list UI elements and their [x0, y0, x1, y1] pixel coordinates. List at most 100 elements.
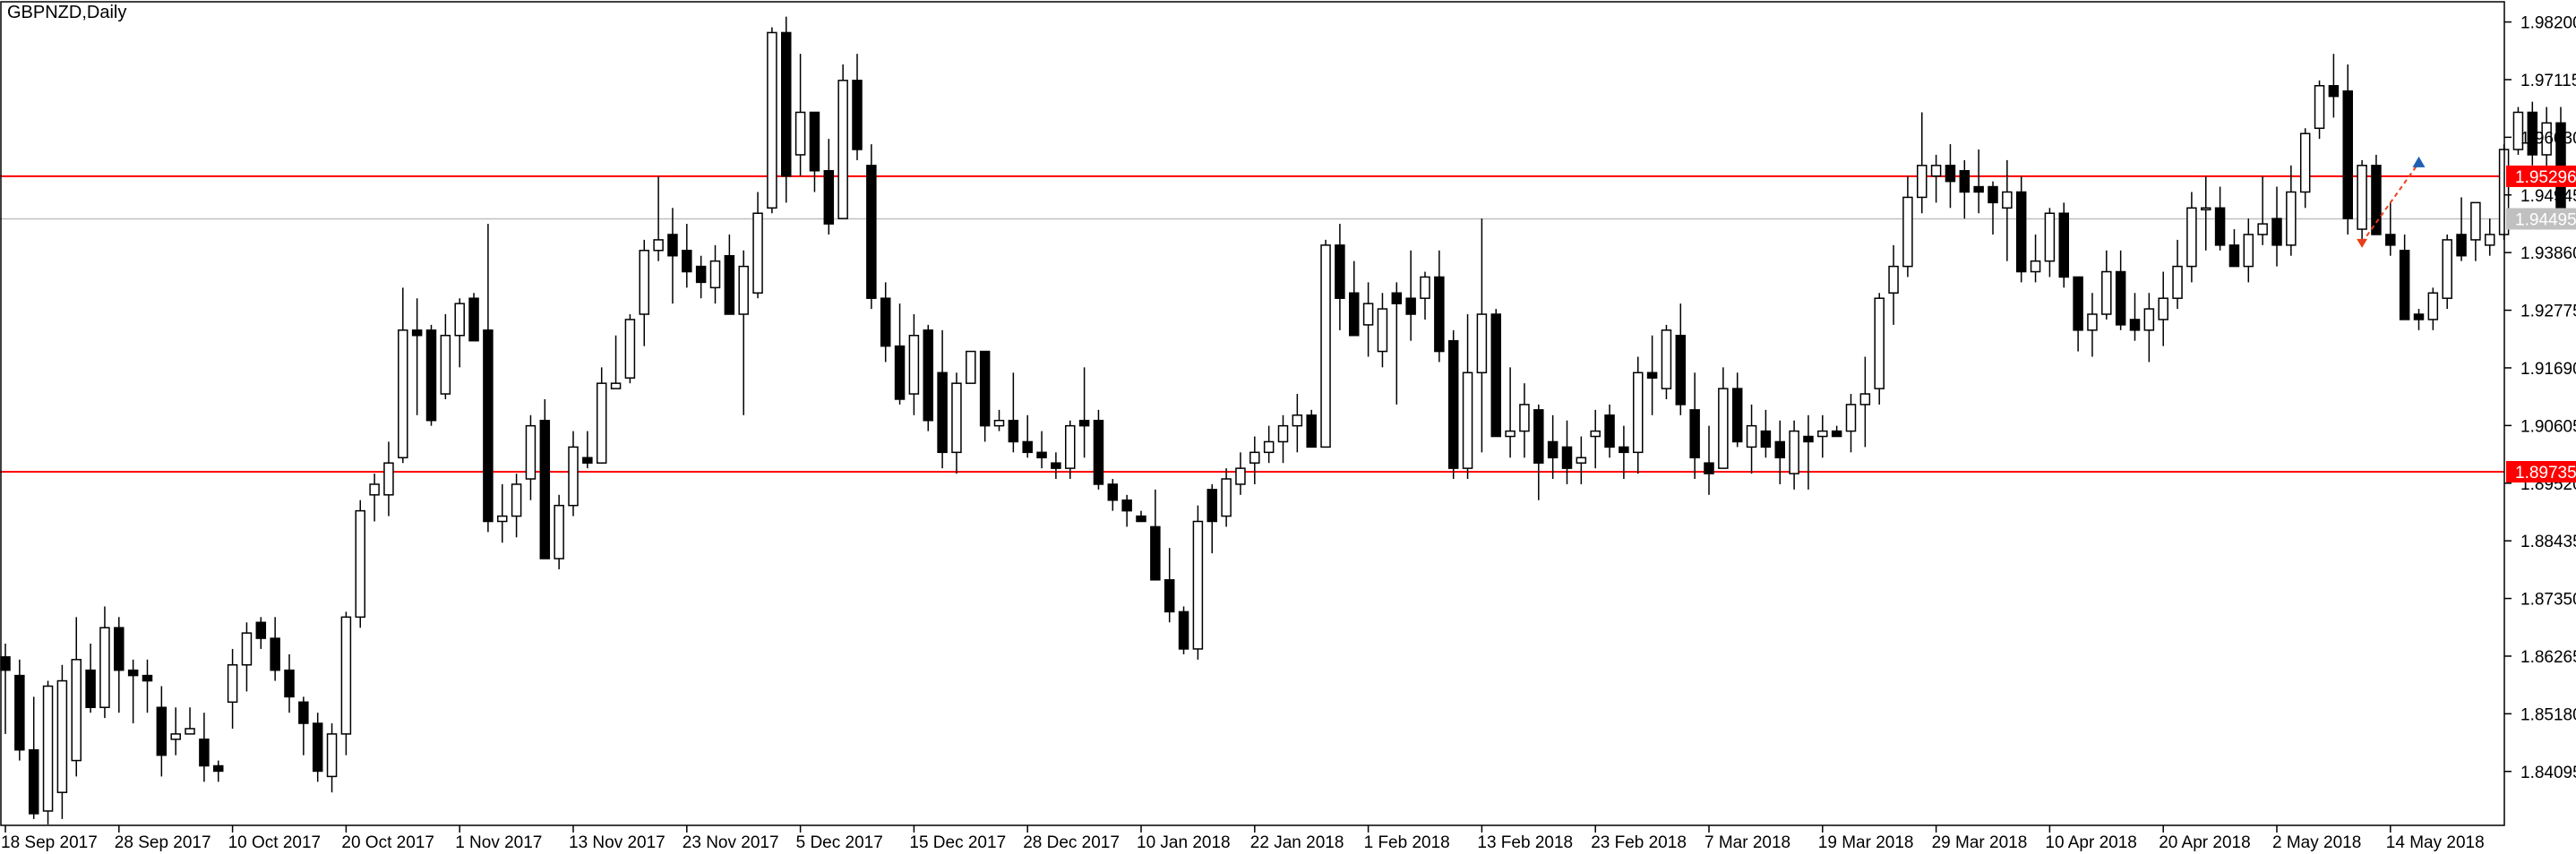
candle-body-bull [440, 334, 451, 395]
candle [951, 372, 962, 474]
candle-body-bull [1902, 196, 1913, 268]
candle-body-bear [1121, 499, 1132, 512]
candle-body-bull [2002, 191, 2013, 209]
time-axis: 18 Sep 2017 28 Sep 2017 10 Oct 2017 20 Oct … [1, 825, 2485, 852]
time-tick-label: 10 Jan 2018 [1137, 833, 1231, 852]
candle [738, 250, 749, 415]
candle-body-bear [1306, 414, 1317, 448]
candle-body-bear [894, 345, 906, 400]
candle [1945, 144, 1956, 209]
candle [880, 282, 891, 363]
candle-body-bear [937, 371, 948, 454]
candle-body-bull [2243, 234, 2254, 268]
time-tick-label: 10 Oct 2017 [228, 833, 322, 852]
candle [539, 398, 551, 559]
candle [1661, 324, 1672, 399]
candle-body-bear [1831, 430, 1842, 438]
candle-body-bull [1505, 430, 1516, 438]
level-price-tag [2506, 460, 2576, 483]
candle [1490, 309, 1501, 438]
candle [1249, 436, 1260, 484]
candle-body-bull [2172, 265, 2183, 299]
price-axis: 1.98200 1.97115 1.96030 1.94945 1.93860 1.927… [2504, 14, 2576, 782]
candle-body-bear [2228, 244, 2240, 268]
candle-body-bull [2158, 297, 2168, 320]
candle [440, 314, 451, 399]
candle-body-bear [852, 80, 863, 150]
candle [2201, 175, 2211, 251]
candle-body-bull [993, 419, 1005, 427]
candle [1136, 510, 1146, 523]
candle [411, 298, 423, 415]
candle-body-bull [2299, 132, 2311, 193]
time-tick-label: 10 Apr 2018 [2045, 833, 2136, 852]
candle-body-bear [1447, 339, 1459, 469]
candle [1263, 425, 1275, 464]
candle-body-bull [1362, 303, 1374, 326]
candle-body-bear [2115, 270, 2126, 326]
buy-arrow-icon [2412, 156, 2426, 167]
candle [2427, 287, 2439, 330]
candle-body-bear [695, 265, 707, 284]
candle [682, 224, 692, 288]
candle [695, 255, 707, 299]
candle [2470, 201, 2481, 261]
candle-body-bull [1462, 371, 1473, 469]
candle [1902, 175, 1913, 278]
candle-body-bull [1917, 165, 1928, 199]
candle [398, 287, 408, 464]
candle-body-bull [340, 616, 352, 735]
candle [42, 680, 54, 824]
candle [1462, 314, 1473, 480]
candle-body-bear [809, 111, 820, 172]
time-tick-label: 13 Nov 2017 [569, 833, 665, 852]
candle-body-bull [596, 382, 607, 464]
candle-body-bull [2044, 212, 2056, 262]
candle-body-bear [1107, 483, 1119, 501]
candle [2073, 276, 2083, 352]
candle-body-bear [1731, 388, 1743, 443]
candle-body-bear [2271, 218, 2282, 246]
candle-body-bear [483, 329, 494, 523]
time-tick-label: 29 Mar 2018 [1932, 833, 2028, 852]
trade-connector-line [2361, 162, 2420, 243]
candle [1093, 409, 1104, 490]
candle-body-bull [767, 31, 777, 209]
candle [979, 350, 991, 442]
candle-body-bear [312, 722, 323, 773]
price-tag-label: 1.94495 [2515, 210, 2576, 229]
candle-body-bear [1405, 297, 1416, 315]
candle-body-bear [2328, 85, 2340, 98]
candle-body-bull [709, 260, 721, 289]
candle-body-bear [823, 169, 835, 225]
candle [2541, 107, 2552, 176]
candle-body-bear [1136, 515, 1146, 523]
candle-body-bear [682, 250, 692, 273]
candle [894, 303, 906, 405]
candle [1731, 372, 1743, 448]
candle-body-bear [2342, 90, 2353, 219]
time-tick-label: 2 May 2018 [2272, 833, 2361, 852]
candle [667, 208, 678, 304]
candle-body-bear [1206, 489, 1217, 523]
chart-frame [0, 1, 2505, 826]
candle [1405, 250, 1416, 341]
bid-price-tag [2506, 208, 2576, 230]
candle-body-bull [383, 462, 394, 496]
candle-body-bull [2257, 223, 2268, 235]
candle-body-bear [1561, 446, 1573, 469]
candle-body-bull [2357, 165, 2367, 230]
candle [468, 293, 479, 342]
candle [1036, 431, 1047, 469]
candle-body-bull [1661, 329, 1672, 389]
candle-body-bull [71, 659, 82, 762]
candle [1335, 224, 1345, 330]
time-tick-label: 23 Nov 2017 [683, 833, 779, 852]
candle-body-bear [1434, 276, 1445, 353]
candle-body-bear [781, 31, 792, 177]
price-tick-label: 1.84095 [2520, 764, 2576, 782]
candle [383, 441, 394, 517]
candle [185, 707, 195, 735]
